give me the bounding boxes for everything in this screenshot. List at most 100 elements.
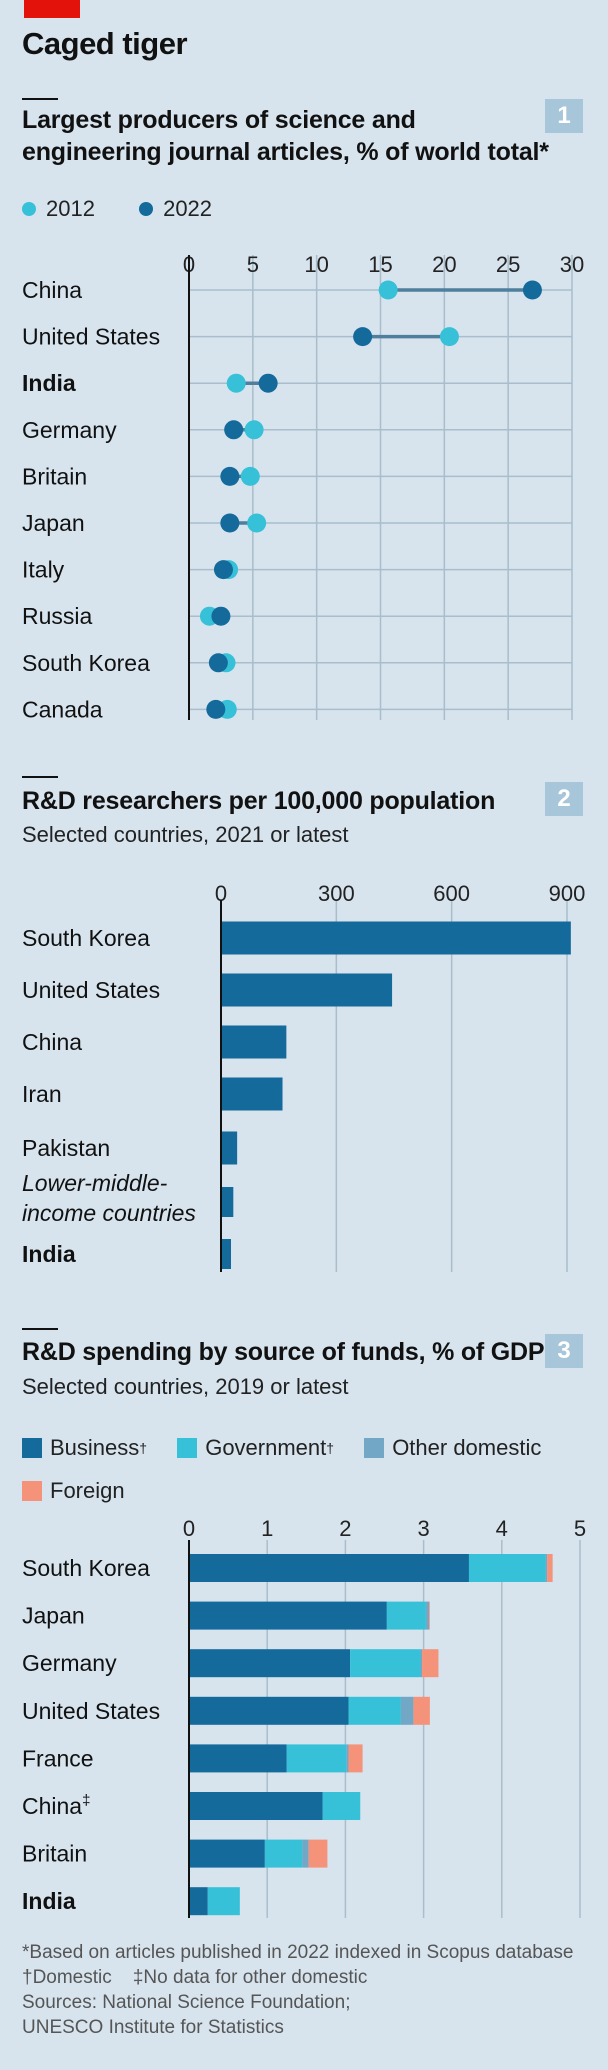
chart2-category-label: Iran (22, 1081, 62, 1107)
chart2-category-label: South Korea (22, 925, 150, 951)
chart3-bar-segment-business (189, 1554, 469, 1582)
chart3-legend: Business † Government † Other domestic For… (22, 1428, 592, 1514)
chart3-bar-segment-government (322, 1792, 361, 1820)
chart1-category-label: China (22, 277, 82, 303)
chart3-category-label: China‡ (22, 1792, 90, 1819)
legend-swatch-government (177, 1438, 198, 1458)
chart1-tick-label: 25 (496, 252, 520, 277)
chart2-tick-label: 900 (549, 881, 586, 906)
chart3-tick-label: 2 (339, 1516, 351, 1541)
chart2-title: R&D researchers per 100,000 population (22, 787, 496, 815)
legend-item-foreign: Foreign (22, 1471, 125, 1511)
chart1-category-label: South Korea (22, 650, 150, 676)
chart3-bar-segment-government (386, 1601, 426, 1630)
chart3-bar-segment-government (348, 1696, 401, 1725)
chart3-tick-label: 0 (183, 1516, 195, 1541)
chart2-badge: 2 (545, 782, 583, 816)
chart2-bar (221, 1025, 287, 1059)
chart3-category-label: India (22, 1888, 76, 1914)
chart3-bar-segment-foreign (348, 1744, 363, 1773)
chart1-dot-2012 (439, 327, 459, 347)
chart1-dot-2022 (522, 280, 542, 300)
chart1-title-line1: Largest producers of science and (22, 106, 416, 134)
chart3-stacked-bar-chart: 0 1 2 3 4 5 South Korea Japan Germany United Stat… (22, 1516, 586, 1918)
legend-item-government: Government † (177, 1428, 334, 1468)
chart1-category-label: Germany (22, 417, 117, 443)
section-rule-2 (22, 776, 58, 778)
chart3-bar-segment-other-domestic (346, 1744, 349, 1773)
chart3-bar-segment-government (468, 1554, 546, 1582)
chart2-tick-label: 300 (318, 881, 355, 906)
footnote-asterisk: *Based on articles published in 2022 ind… (22, 1942, 574, 1963)
chart1-tick-label: 15 (368, 252, 392, 277)
chart1-category-label: Italy (22, 557, 65, 583)
chart3-bar-segment-business (189, 1696, 349, 1725)
chart1-dot-2022 (211, 606, 231, 626)
chart3-bar-segment-government (350, 1649, 421, 1678)
chart3-subtitle: Selected countries, 2019 or latest (22, 1374, 349, 1399)
chart2-bar (221, 1187, 234, 1217)
legend-item-2022: 2022 (139, 196, 212, 222)
chart1-dot-2012 (244, 420, 264, 440)
legend-swatch-business (22, 1438, 42, 1458)
chart1-category-label: India (22, 370, 76, 396)
chart1-title: Largest producers of science and enginee… (22, 104, 549, 168)
chart2-bar (221, 921, 571, 955)
chart1-category-label: Canada (22, 696, 103, 722)
chart1-dot-2022 (206, 699, 226, 719)
legend-item-other-domestic: Other domestic (364, 1428, 541, 1468)
chart3-title: R&D spending by source of funds, % of GD… (22, 1338, 545, 1366)
legend-mark-government: † (326, 1440, 335, 1456)
chart1-dot-2012 (247, 513, 267, 533)
chart3-bar-segment-other-domestic (420, 1649, 423, 1678)
chart3-tick-label: 3 (417, 1516, 429, 1541)
chart1-tick-label: 5 (247, 252, 259, 277)
chart3-bar-segment-foreign (413, 1696, 430, 1725)
chart1-legend: 2012 2022 (22, 196, 236, 222)
chart2-category-label: India (22, 1241, 76, 1267)
chart1-dot-2012 (226, 373, 246, 393)
chart3-bar-segment-government (264, 1839, 303, 1868)
chart3-bar-segment-business (189, 1649, 351, 1678)
chart3-category-label: Japan (22, 1603, 85, 1629)
chart1-dot-2022 (220, 466, 240, 486)
chart1-dot-2012 (378, 280, 398, 300)
chart1-category-label: Japan (22, 510, 85, 536)
chart3-category-mark: ‡ (82, 1792, 90, 1809)
footnotes: *Based on articles published in 2022 ind… (22, 1940, 573, 2040)
chart3-tick-label: 5 (574, 1516, 586, 1541)
chart2-bar (221, 1077, 283, 1111)
chart3-category-label: France (22, 1745, 94, 1771)
legend-label-2012: 2012 (46, 196, 95, 221)
legend-swatch-other-domestic (364, 1438, 385, 1458)
chart1-category-label: Britain (22, 463, 87, 489)
chart3-bar-segment-other-domestic (425, 1601, 430, 1630)
chart1-dot-2022 (353, 327, 373, 347)
legend-item-business: Business † (22, 1428, 147, 1468)
chart1-category-label: United States (22, 324, 160, 350)
chart2-bar (221, 1239, 231, 1269)
chart3-bar-segment-foreign (429, 1601, 430, 1630)
chart2-tick-label: 600 (433, 881, 470, 906)
section-rule-3 (22, 1328, 58, 1330)
chart3-bar-segment-business (189, 1792, 323, 1820)
legend-swatch-foreign (22, 1481, 42, 1501)
chart1-dot-2022 (220, 513, 240, 533)
chart3-bar-segment-foreign (308, 1839, 328, 1868)
chart2-category-label-line2: income countries (22, 1200, 196, 1226)
chart1-dot-plot: 051015202530ChinaUnited StatesIndiaGerma… (22, 252, 584, 722)
chart3-category-label: South Korea (22, 1555, 150, 1581)
chart3-bar-segment-foreign (547, 1554, 553, 1582)
chart3-bar-segment-other-domestic (400, 1696, 414, 1725)
chart3-bar-segment-other-domestic (545, 1554, 548, 1582)
chart3-bar-segment-government (207, 1887, 240, 1916)
chart1-dot-2022 (258, 373, 278, 393)
chart1-badge: 1 (545, 99, 583, 133)
chart3-bar-segment-other-domestic (302, 1839, 309, 1868)
chart1-tick-label: 20 (432, 252, 456, 277)
legend-dot-2022 (139, 202, 154, 216)
chart3-badge: 3 (545, 1334, 583, 1368)
brand-red-tag (24, 0, 80, 18)
legend-label-foreign: Foreign (50, 1478, 125, 1503)
chart3-bar-segment-government (286, 1744, 347, 1773)
